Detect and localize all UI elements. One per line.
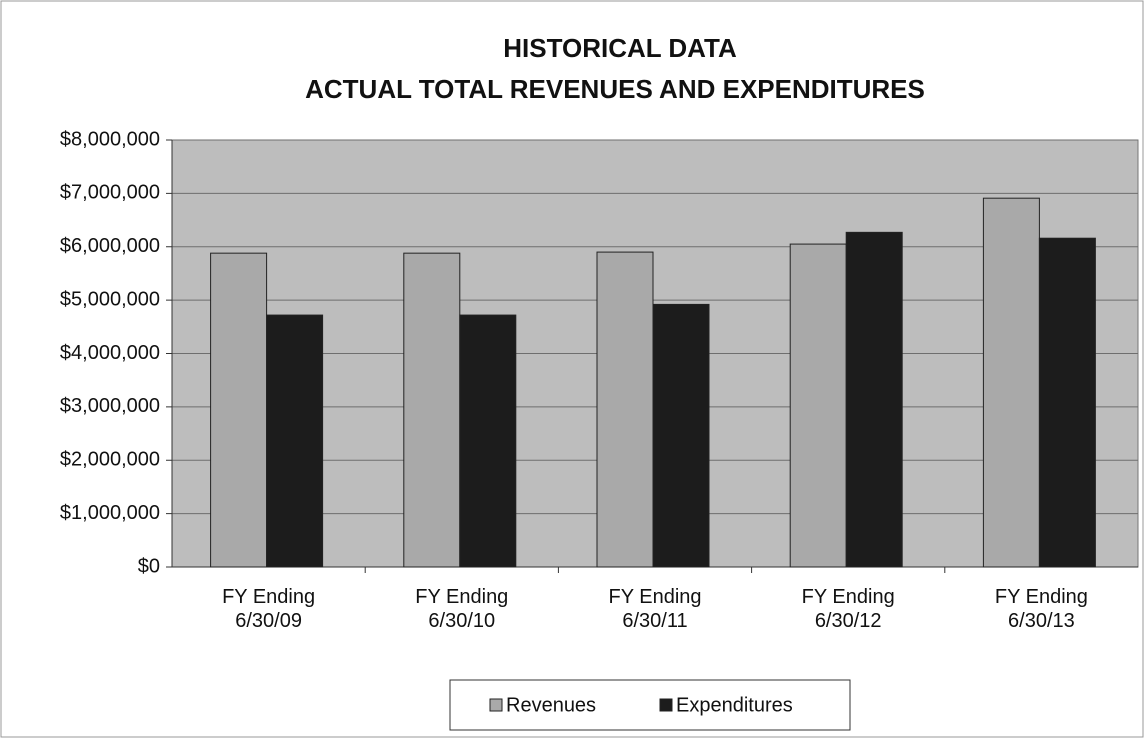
bar (789, 243, 847, 568)
bar (266, 314, 324, 568)
bar (596, 251, 654, 568)
y-tick-label: $4,000,000 (60, 342, 160, 364)
legend-swatch (489, 698, 503, 712)
bar (210, 252, 268, 568)
bar (403, 252, 461, 568)
x-tick-label: FY Ending 6/30/10 (415, 586, 509, 632)
y-tick-label: $0 (138, 555, 160, 577)
bar (982, 197, 1040, 568)
y-tick-label: $3,000,000 (60, 395, 160, 417)
legend-label: Expenditures (676, 694, 793, 716)
chart-subtitle: ACTUAL TOTAL REVENUES AND EXPENDITURES (305, 74, 925, 104)
x-tick-label: FY Ending 6/30/13 (994, 586, 1088, 632)
legend-swatch (659, 698, 673, 712)
chart-title: HISTORICAL DATA (503, 33, 737, 63)
bar (652, 303, 710, 568)
y-tick-label: $5,000,000 (60, 288, 160, 310)
x-tick-label: FY Ending 6/30/11 (608, 586, 702, 632)
y-tick-label: $7,000,000 (60, 182, 160, 204)
legend-label: Revenues (506, 694, 596, 716)
bar (459, 314, 517, 568)
y-tick-label: $2,000,000 (60, 449, 160, 471)
x-tick-label: FY Ending 6/30/12 (801, 586, 895, 632)
bar (845, 231, 903, 568)
x-tick-label: FY Ending 6/30/09 (222, 586, 316, 632)
y-tick-label: $6,000,000 (60, 235, 160, 257)
legend-box (449, 679, 851, 731)
y-tick-label: $8,000,000 (60, 128, 160, 150)
bar (1038, 237, 1096, 568)
y-tick-label: $1,000,000 (60, 502, 160, 524)
